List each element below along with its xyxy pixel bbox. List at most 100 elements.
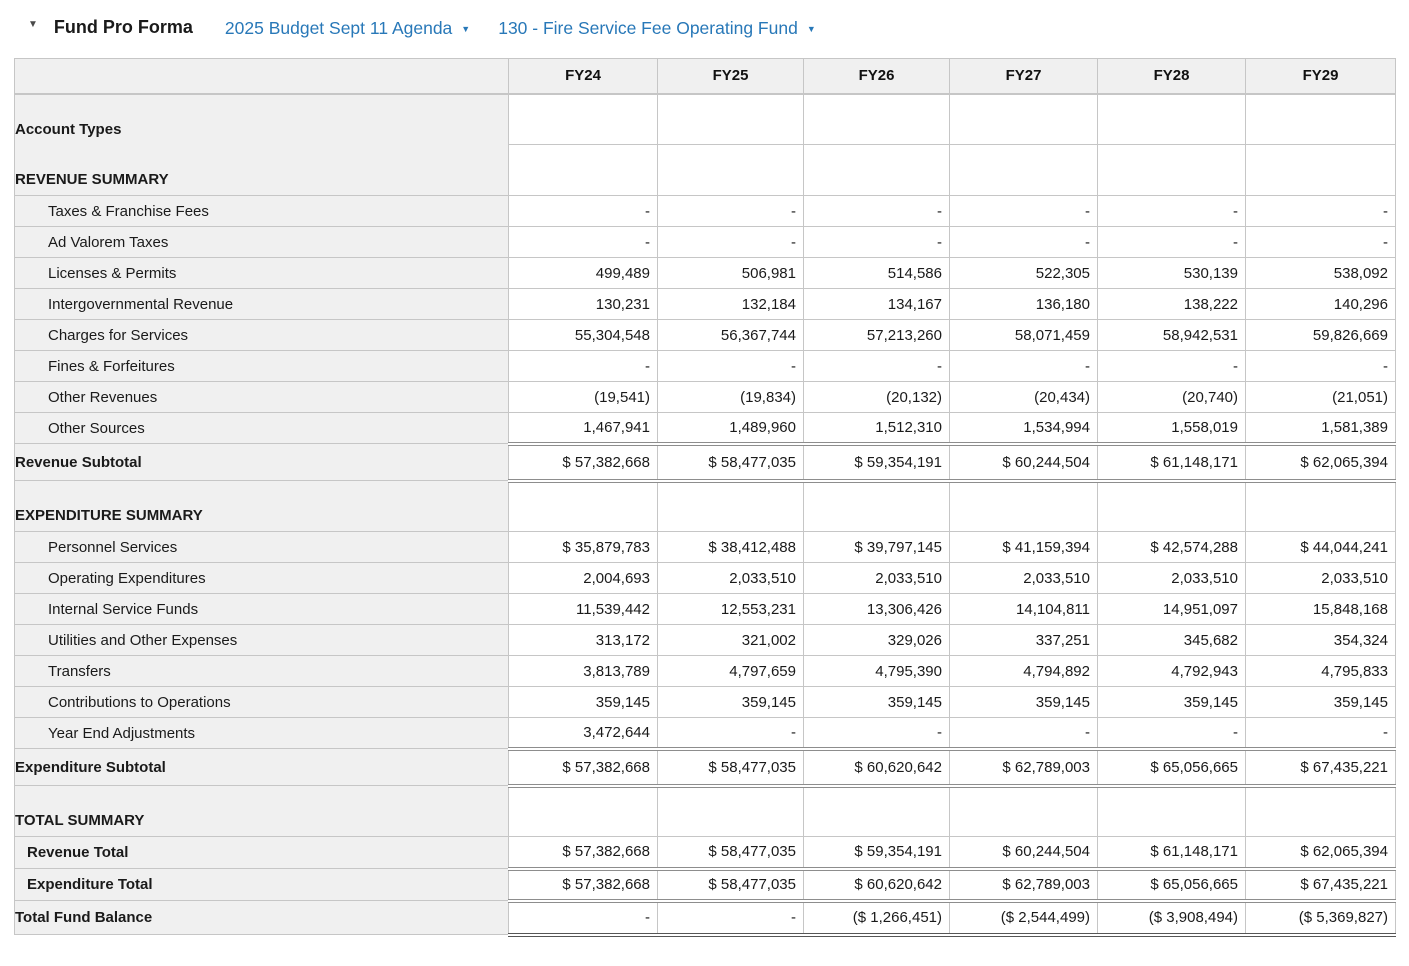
value-cell: - — [949, 717, 1098, 749]
value-cell: - — [657, 350, 804, 382]
value-cell: ($ 5,369,827) — [1245, 900, 1396, 937]
value-cell: ($ 1,266,451) — [803, 900, 950, 937]
table-row: Contributions to Operations 359,145 359,14… — [14, 686, 1396, 718]
row-label: EXPENDITURE SUMMARY — [14, 480, 509, 532]
value-cell: $ 58,477,035 — [657, 441, 804, 483]
value-cell — [949, 480, 1098, 532]
value-cell: $ 57,382,668 — [508, 868, 658, 903]
value-cell: - — [1245, 226, 1396, 258]
value-cell: 506,981 — [657, 257, 804, 289]
value-cell: - — [1245, 195, 1396, 227]
row-label: Charges for Services — [14, 319, 509, 351]
value-cell: $ 39,797,145 — [803, 531, 950, 563]
value-cell: $ 41,159,394 — [949, 531, 1098, 563]
value-cell — [1097, 144, 1246, 196]
value-cell: $ 67,435,221 — [1245, 746, 1396, 788]
value-cell: $ 67,435,221 — [1245, 868, 1396, 903]
collapse-caret-icon[interactable]: ▼ — [28, 19, 38, 30]
budget-dropdown-label: 2025 Budget Sept 11 Agenda — [224, 18, 453, 38]
value-cell: - — [508, 350, 658, 382]
row-label: Licenses & Permits — [14, 257, 509, 289]
value-cell: 55,304,548 — [508, 319, 658, 351]
value-cell: $ 61,148,171 — [1097, 836, 1246, 871]
value-cell: 1,512,310 — [803, 412, 950, 444]
value-cell: - — [1097, 226, 1246, 258]
value-cell — [1245, 785, 1396, 837]
column-header-fy24: FY24 — [508, 58, 658, 95]
column-header-fy29: FY29 — [1245, 58, 1396, 95]
value-cell: 1,534,994 — [949, 412, 1098, 444]
value-cell: 337,251 — [949, 624, 1098, 656]
row-label: Other Revenues — [14, 381, 509, 413]
value-cell — [1245, 93, 1396, 145]
value-cell — [508, 785, 658, 837]
value-cell: 538,092 — [1245, 257, 1396, 289]
value-cell: 2,033,510 — [657, 562, 804, 594]
value-cell: 359,145 — [1245, 686, 1396, 718]
value-cell: 13,306,426 — [803, 593, 950, 625]
row-label: TOTAL SUMMARY — [14, 785, 509, 837]
value-cell: 4,794,892 — [949, 655, 1098, 687]
value-cell: 2,004,693 — [508, 562, 658, 594]
value-cell: (19,541) — [508, 381, 658, 413]
value-cell: 132,184 — [657, 288, 804, 320]
table-row: Internal Service Funds 11,539,442 12,553,2… — [14, 593, 1396, 625]
value-cell — [1245, 144, 1396, 196]
value-cell: - — [1245, 350, 1396, 382]
table-row: Personnel Services $ 35,879,783 $ 38,412,4… — [14, 531, 1396, 563]
value-cell: - — [1097, 350, 1246, 382]
value-cell: - — [1245, 717, 1396, 749]
value-cell: (21,051) — [1245, 381, 1396, 413]
fund-dropdown[interactable]: 130 - Fire Service Fee Operating Fund ▼ — [498, 15, 816, 41]
row-label: Year End Adjustments — [14, 717, 509, 749]
value-cell — [803, 785, 950, 837]
value-cell: $ 57,382,668 — [508, 746, 658, 788]
value-cell — [657, 144, 804, 196]
pro-forma-table: FY24 FY25 FY26 FY27 FY28 FY29 Account Types RE… — [14, 58, 1396, 937]
value-cell — [657, 93, 804, 145]
table-row: Operating Expenditures 2,004,693 2,033,510… — [14, 562, 1396, 594]
row-label: Internal Service Funds — [14, 593, 509, 625]
value-cell: $ 57,382,668 — [508, 836, 658, 871]
table-row: Transfers 3,813,789 4,797,659 4,795,390 4,79… — [14, 655, 1396, 687]
value-cell: 1,489,960 — [657, 412, 804, 444]
budget-dropdown[interactable]: 2025 Budget Sept 11 Agenda ▼ — [225, 15, 470, 41]
value-cell — [657, 480, 804, 532]
row-label: Intergovernmental Revenue — [14, 288, 509, 320]
toolbar: ▼ Fund Pro Forma 2025 Budget Sept 11 Age… — [0, 0, 1409, 58]
value-cell: 130,231 — [508, 288, 658, 320]
value-cell — [1097, 93, 1246, 145]
value-cell: $ 62,789,003 — [949, 868, 1098, 903]
value-cell: 359,145 — [508, 686, 658, 718]
table-row: Charges for Services 55,304,548 56,367,744… — [14, 319, 1396, 351]
value-cell: $ 60,620,642 — [803, 868, 950, 903]
row-label: Ad Valorem Taxes — [14, 226, 509, 258]
value-cell: - — [508, 226, 658, 258]
value-cell — [1245, 480, 1396, 532]
value-cell: - — [949, 195, 1098, 227]
value-cell — [1097, 785, 1246, 837]
row-label: Transfers — [14, 655, 509, 687]
table-row: REVENUE SUMMARY — [14, 144, 1396, 196]
table-row: Other Sources 1,467,941 1,489,960 1,512,310… — [14, 412, 1396, 444]
value-cell: 4,795,390 — [803, 655, 950, 687]
value-cell: (20,132) — [803, 381, 950, 413]
value-cell: 14,951,097 — [1097, 593, 1246, 625]
table-row: Expenditure Subtotal $ 57,382,668 $ 58,477… — [14, 746, 1396, 788]
value-cell: 2,033,510 — [803, 562, 950, 594]
row-label: Account Types — [14, 93, 509, 145]
value-cell: 3,813,789 — [508, 655, 658, 687]
value-cell: 4,797,659 — [657, 655, 804, 687]
value-cell — [949, 785, 1098, 837]
value-cell: $ 38,412,488 — [657, 531, 804, 563]
row-label: Utilities and Other Expenses — [14, 624, 509, 656]
table-row: EXPENDITURE SUMMARY — [14, 480, 1396, 532]
column-header-fy26: FY26 — [803, 58, 950, 95]
caret-down-icon: ▼ — [806, 24, 816, 34]
value-cell: $ 59,354,191 — [803, 836, 950, 871]
caret-down-icon: ▼ — [461, 24, 471, 34]
value-cell: 313,172 — [508, 624, 658, 656]
row-label: Other Sources — [14, 412, 509, 444]
value-cell: 11,539,442 — [508, 593, 658, 625]
value-cell: - — [803, 195, 950, 227]
